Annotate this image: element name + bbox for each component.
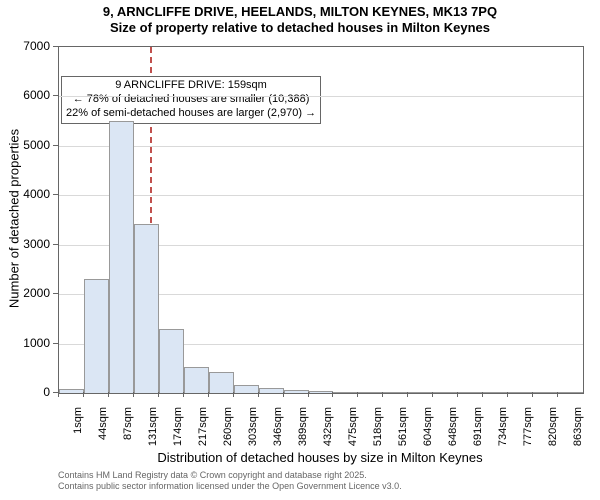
histogram-bar — [408, 392, 433, 393]
x-tick-label: 648sqm — [447, 407, 459, 455]
y-tick-mark — [53, 46, 58, 47]
x-tick-label: 561sqm — [397, 407, 409, 455]
histogram-bar — [59, 389, 84, 393]
x-tick-label: 131sqm — [147, 407, 159, 455]
histogram-bar — [109, 121, 134, 393]
x-tick-mark — [133, 392, 134, 397]
x-tick-mark — [432, 392, 433, 397]
x-tick-mark — [58, 392, 59, 397]
x-tick-mark — [382, 392, 383, 397]
x-tick-label: 518sqm — [372, 407, 384, 455]
histogram-bar — [184, 367, 209, 393]
annotation-line3: 22% of semi-detached houses are larger (… — [66, 107, 316, 121]
footnote-line1: Contains HM Land Registry data © Crown c… — [58, 470, 402, 481]
x-tick-mark — [233, 392, 234, 397]
y-gridline — [59, 96, 583, 97]
x-tick-mark — [208, 392, 209, 397]
x-tick-label: 217sqm — [197, 407, 209, 455]
y-tick-label: 0 — [0, 385, 50, 399]
footnote: Contains HM Land Registry data © Crown c… — [58, 470, 402, 493]
x-tick-label: 734sqm — [497, 407, 509, 455]
x-tick-label: 820sqm — [547, 407, 559, 455]
footnote-line2: Contains public sector information licen… — [58, 481, 402, 492]
histogram-bar — [209, 372, 234, 393]
x-tick-mark — [108, 392, 109, 397]
annotation-box: 9 ARNCLIFFE DRIVE: 159sqm ← 78% of detac… — [61, 76, 321, 123]
y-tick-mark — [53, 145, 58, 146]
title-block: 9, ARNCLIFFE DRIVE, HEELANDS, MILTON KEY… — [0, 4, 600, 37]
y-tick-label: 1000 — [0, 336, 50, 350]
histogram-bar — [558, 392, 583, 393]
x-tick-label: 44sqm — [97, 407, 109, 455]
x-tick-mark — [83, 392, 84, 397]
title-line1: 9, ARNCLIFFE DRIVE, HEELANDS, MILTON KEY… — [0, 4, 600, 20]
y-tick-label: 5000 — [0, 138, 50, 152]
title-line2: Size of property relative to detached ho… — [0, 20, 600, 36]
x-tick-mark — [532, 392, 533, 397]
y-tick-mark — [53, 244, 58, 245]
histogram-bar — [234, 385, 259, 393]
y-tick-mark — [53, 95, 58, 96]
x-tick-label: 604sqm — [422, 407, 434, 455]
y-tick-label: 6000 — [0, 88, 50, 102]
y-tick-label: 2000 — [0, 286, 50, 300]
histogram-bar — [533, 392, 558, 393]
x-tick-label: 691sqm — [472, 407, 484, 455]
x-tick-mark — [308, 392, 309, 397]
x-tick-mark — [183, 392, 184, 397]
x-tick-mark — [332, 392, 333, 397]
histogram-bar — [508, 392, 533, 393]
y-tick-mark — [53, 194, 58, 195]
x-tick-label: 303sqm — [247, 407, 259, 455]
y-gridline — [59, 146, 583, 147]
x-tick-label: 777sqm — [522, 407, 534, 455]
x-tick-mark — [407, 392, 408, 397]
y-tick-mark — [53, 293, 58, 294]
annotation-line1: 9 ARNCLIFFE DRIVE: 159sqm — [66, 79, 316, 93]
plot-area: 9 ARNCLIFFE DRIVE: 159sqm ← 78% of detac… — [58, 46, 584, 394]
histogram-bar — [383, 392, 408, 393]
x-tick-label: 863sqm — [572, 407, 584, 455]
x-tick-mark — [258, 392, 259, 397]
x-tick-label: 389sqm — [297, 407, 309, 455]
x-tick-mark — [457, 392, 458, 397]
annotation-line2: ← 78% of detached houses are smaller (10… — [66, 93, 316, 107]
chart-container: 9, ARNCLIFFE DRIVE, HEELANDS, MILTON KEY… — [0, 0, 600, 500]
x-tick-mark — [507, 392, 508, 397]
x-tick-label: 260sqm — [222, 407, 234, 455]
histogram-bar — [159, 329, 184, 393]
x-tick-label: 174sqm — [172, 407, 184, 455]
y-tick-label: 7000 — [0, 39, 50, 53]
x-tick-label: 475sqm — [347, 407, 359, 455]
histogram-bar — [309, 391, 334, 393]
histogram-bar — [84, 279, 109, 393]
y-gridline — [59, 195, 583, 196]
x-tick-label: 87sqm — [122, 407, 134, 455]
histogram-bar — [458, 392, 483, 393]
histogram-bar — [259, 388, 284, 393]
x-tick-mark — [357, 392, 358, 397]
histogram-bar — [483, 392, 508, 393]
x-tick-label: 1sqm — [72, 407, 84, 455]
x-tick-mark — [557, 392, 558, 397]
x-tick-label: 432sqm — [322, 407, 334, 455]
x-tick-mark — [482, 392, 483, 397]
histogram-bar — [433, 392, 458, 393]
x-tick-label: 346sqm — [272, 407, 284, 455]
y-tick-mark — [53, 343, 58, 344]
x-tick-mark — [158, 392, 159, 397]
histogram-bar — [358, 392, 383, 393]
histogram-bar — [333, 392, 358, 393]
histogram-bar — [284, 390, 309, 393]
y-tick-label: 3000 — [0, 237, 50, 251]
histogram-bar — [134, 224, 159, 393]
y-tick-label: 4000 — [0, 187, 50, 201]
x-tick-mark — [283, 392, 284, 397]
